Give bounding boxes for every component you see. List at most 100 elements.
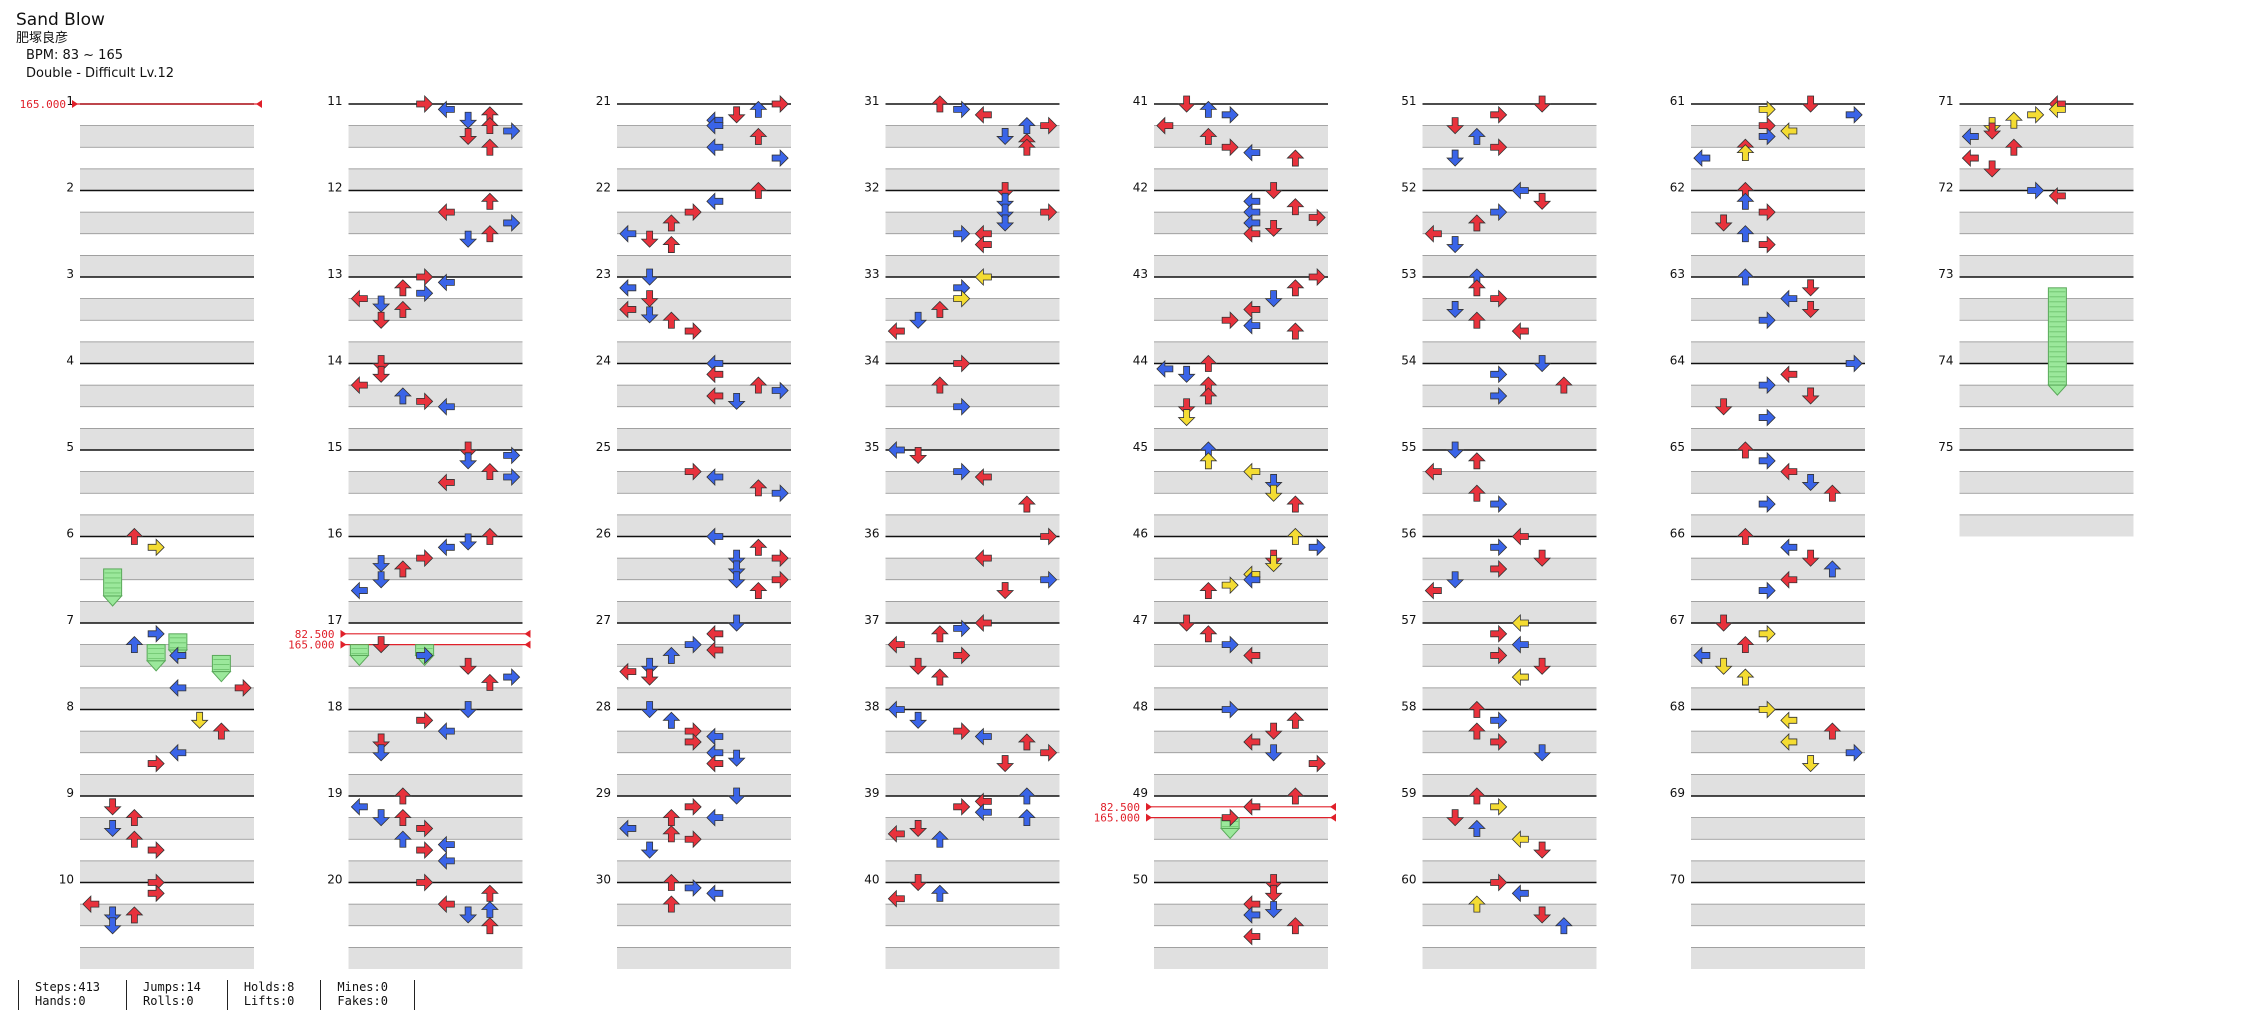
down-arrow-icon: [372, 571, 391, 589]
up-arrow-icon: [480, 527, 499, 545]
up-arrow-icon: [930, 625, 949, 643]
down-arrow-icon: [459, 533, 478, 551]
measure-block: 63: [1670, 267, 1865, 364]
beat-row-shade: [885, 471, 1060, 494]
beat-row-shade: [1691, 644, 1865, 667]
stat-group-steps: Steps:413 Hands:0: [18, 980, 126, 1010]
beat-row-shade: [1422, 774, 1597, 796]
up-arrow-icon: [480, 673, 499, 691]
measure-number: 55: [1401, 440, 1416, 454]
down-arrow-icon: [640, 290, 659, 308]
beat-row-shade: [1691, 514, 1865, 537]
measure-block: 55: [1401, 440, 1597, 537]
right-arrow-icon: [684, 203, 702, 222]
up-arrow-icon: [1017, 787, 1036, 805]
bpm-marker: 82.500: [1100, 801, 1336, 814]
beat-row-shade: [1691, 168, 1865, 191]
down-arrow-icon: [640, 268, 659, 286]
down-arrow-icon: [1533, 95, 1552, 113]
measure-block: 35: [864, 440, 1060, 537]
beat-row-shade: [617, 558, 791, 580]
left-arrow-icon: [1780, 365, 1798, 384]
stat-lifts: Lifts:0: [243, 994, 295, 1008]
bpm-marker-label: 82.500: [295, 628, 335, 641]
measure-block: 61: [1670, 94, 1865, 191]
up-arrow-icon: [1736, 441, 1755, 459]
right-arrow-icon: [1490, 624, 1508, 643]
right-arrow-icon: [684, 878, 702, 897]
beat-row-shade: [1691, 558, 1865, 580]
down-arrow-icon: [1446, 571, 1465, 589]
measure-number: 12: [327, 181, 342, 195]
beat-row-shade: [1154, 731, 1328, 753]
measure-number: 33: [864, 267, 879, 281]
down-arrow-icon: [459, 128, 478, 146]
measure-number: 1: [66, 94, 74, 108]
measure-block: 48: [1133, 700, 1328, 796]
beat-row-shade: [1422, 904, 1597, 926]
up-arrow-icon: [1736, 636, 1755, 654]
up-arrow-icon: [1286, 495, 1305, 513]
measure-number: 51: [1401, 94, 1416, 108]
bpm-marker-tick: [340, 640, 347, 649]
right-arrow-icon: [771, 149, 789, 168]
beat-row-shade: [80, 298, 254, 321]
bpm-marker-tick: [1146, 802, 1152, 811]
up-arrow-icon: [749, 479, 768, 497]
up-arrow-icon: [1286, 711, 1305, 729]
beat-row-shade: [885, 947, 1060, 969]
left-arrow-icon: [169, 743, 187, 762]
up-arrow-icon: [662, 895, 681, 913]
bpm-marker-tick: [524, 640, 531, 649]
beat-row-shade: [1959, 385, 2134, 407]
measure-number: 60: [1401, 873, 1416, 887]
up-arrow-icon: [393, 830, 412, 848]
left-arrow-icon: [1511, 614, 1529, 632]
up-arrow-icon: [749, 538, 768, 556]
measure-number: 44: [1133, 354, 1148, 368]
beat-row-shade: [80, 774, 254, 796]
right-arrow-icon: [953, 289, 971, 308]
beat-row-shade: [1691, 255, 1865, 277]
beat-row-shade: [1154, 817, 1328, 840]
beat-row-shade: [1422, 385, 1597, 407]
beat-row-shade: [1959, 514, 2134, 537]
right-arrow-icon: [1040, 203, 1058, 222]
beat-row-shade: [1154, 471, 1328, 494]
measure-number: 22: [596, 181, 611, 195]
left-arrow-icon: [974, 803, 992, 822]
measure-block: 11: [327, 94, 523, 191]
left-arrow-icon: [1243, 927, 1261, 946]
right-arrow-icon: [147, 754, 165, 773]
beat-row-shade: [1691, 904, 1865, 926]
up-arrow-icon: [930, 376, 949, 394]
measure-number: 4: [66, 354, 74, 368]
beat-row-shade: [1154, 558, 1328, 580]
song-artist: 肥塚良彦: [16, 31, 69, 46]
measure-block: 66: [1670, 527, 1865, 623]
measure-block: 18: [327, 700, 523, 796]
measure-block: 71: [1938, 94, 2134, 191]
measure-block: 73: [1938, 267, 2134, 364]
up-arrow-icon: [1736, 268, 1755, 286]
measure-block: 50: [1133, 873, 1328, 969]
beat-row-shade: [1154, 298, 1328, 321]
measure-number: 11: [327, 94, 342, 108]
beat-row-shade: [617, 731, 791, 753]
right-arrow-icon: [684, 797, 702, 816]
down-arrow-icon: [1801, 549, 1820, 567]
song-header: Sand Blow 肥塚良彦 BPM: 83 ~ 165 Double - Di…: [16, 10, 174, 83]
measure-block: 3: [66, 267, 254, 364]
beat-row-shade: [348, 558, 523, 580]
right-arrow-icon: [1490, 203, 1508, 222]
right-arrow-icon: [416, 95, 434, 113]
bpm-marker: 165.000: [20, 98, 262, 111]
measure-number: 67: [1670, 613, 1685, 627]
measure-number: 73: [1938, 267, 1953, 281]
up-arrow-icon: [1467, 279, 1486, 297]
beat-row-shade: [80, 687, 254, 710]
right-arrow-icon: [234, 678, 252, 697]
beat-row-shade: [885, 255, 1060, 277]
measure-block: 59: [1401, 786, 1597, 883]
up-arrow-icon: [1467, 452, 1486, 470]
